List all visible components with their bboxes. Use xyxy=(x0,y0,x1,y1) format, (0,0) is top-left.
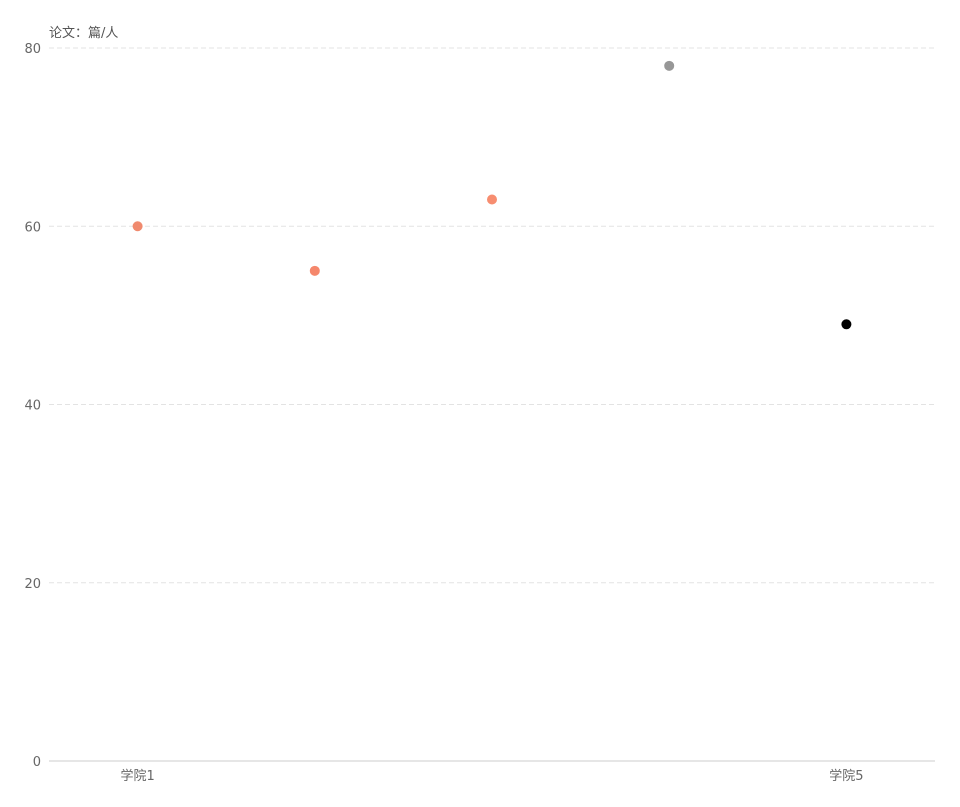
y-tick-label: 0 xyxy=(33,755,41,770)
data-point[interactable] xyxy=(132,221,143,232)
y-tick-label: 80 xyxy=(24,42,41,57)
y-axis-unit-label: 论文：篇/人 xyxy=(49,26,118,41)
y-tick-label: 40 xyxy=(24,399,41,414)
x-axis-ticks: 学院1 学院5 xyxy=(120,768,863,784)
data-point[interactable] xyxy=(841,319,852,330)
y-axis-ticks: 0 20 40 60 80 xyxy=(24,42,41,770)
data-point[interactable] xyxy=(664,60,675,71)
y-tick-label: 20 xyxy=(24,577,41,592)
x-tick-label: 学院5 xyxy=(829,768,863,784)
data-point[interactable] xyxy=(309,265,320,276)
data-point[interactable] xyxy=(487,194,497,205)
y-tick-label: 60 xyxy=(24,220,41,235)
data-points xyxy=(132,60,852,330)
grid-lines xyxy=(49,47,935,584)
x-tick-label: 学院1 xyxy=(120,768,154,784)
